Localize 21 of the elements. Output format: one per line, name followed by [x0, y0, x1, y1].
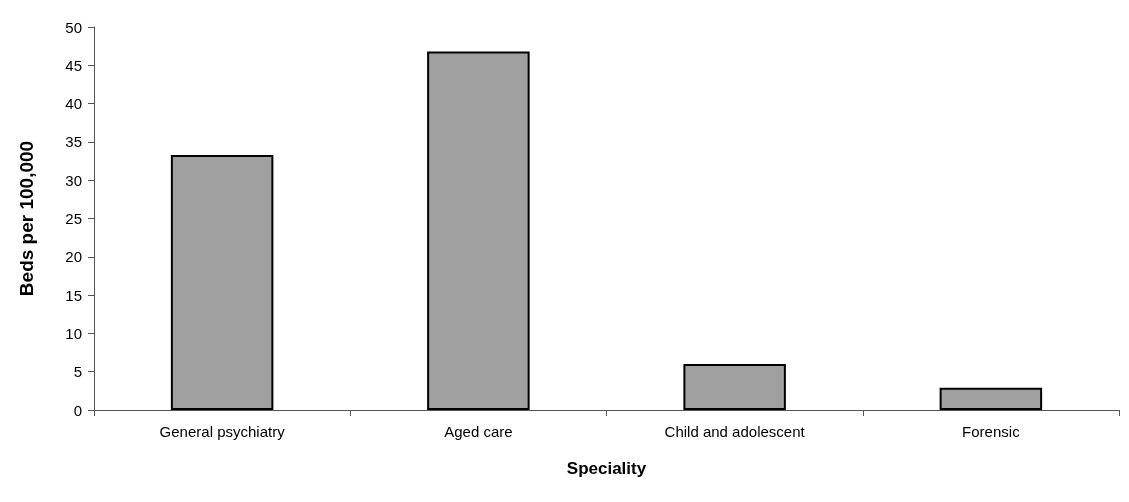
x-tick-label: Forensic: [962, 423, 1021, 440]
y-tick-label: 40: [65, 95, 82, 113]
y-tick-label: 45: [65, 56, 82, 74]
y-tick-label: 15: [65, 286, 82, 304]
y-tick-label: 50: [65, 18, 82, 36]
x-axis-title: Speciality: [566, 459, 647, 478]
x-tick-label: Aged care: [444, 423, 513, 440]
y-tick-label: 25: [65, 210, 82, 227]
y-tick-label: 5: [73, 363, 82, 381]
bar: [170, 154, 274, 410]
bar: [427, 51, 530, 410]
y-axis-title: Beds per 100,000: [16, 140, 37, 297]
x-tick-label: General psychiatry: [159, 423, 286, 440]
y-tick-label: 30: [65, 171, 82, 189]
y-tick-label: 0: [73, 401, 82, 419]
bar: [939, 387, 1043, 410]
y-tick-label: 20: [65, 248, 82, 266]
y-tick-label: 35: [65, 133, 82, 151]
bar: [683, 364, 786, 410]
y-tick-label: 10: [65, 324, 82, 342]
x-tick-label: Child and adolescent: [664, 423, 806, 440]
